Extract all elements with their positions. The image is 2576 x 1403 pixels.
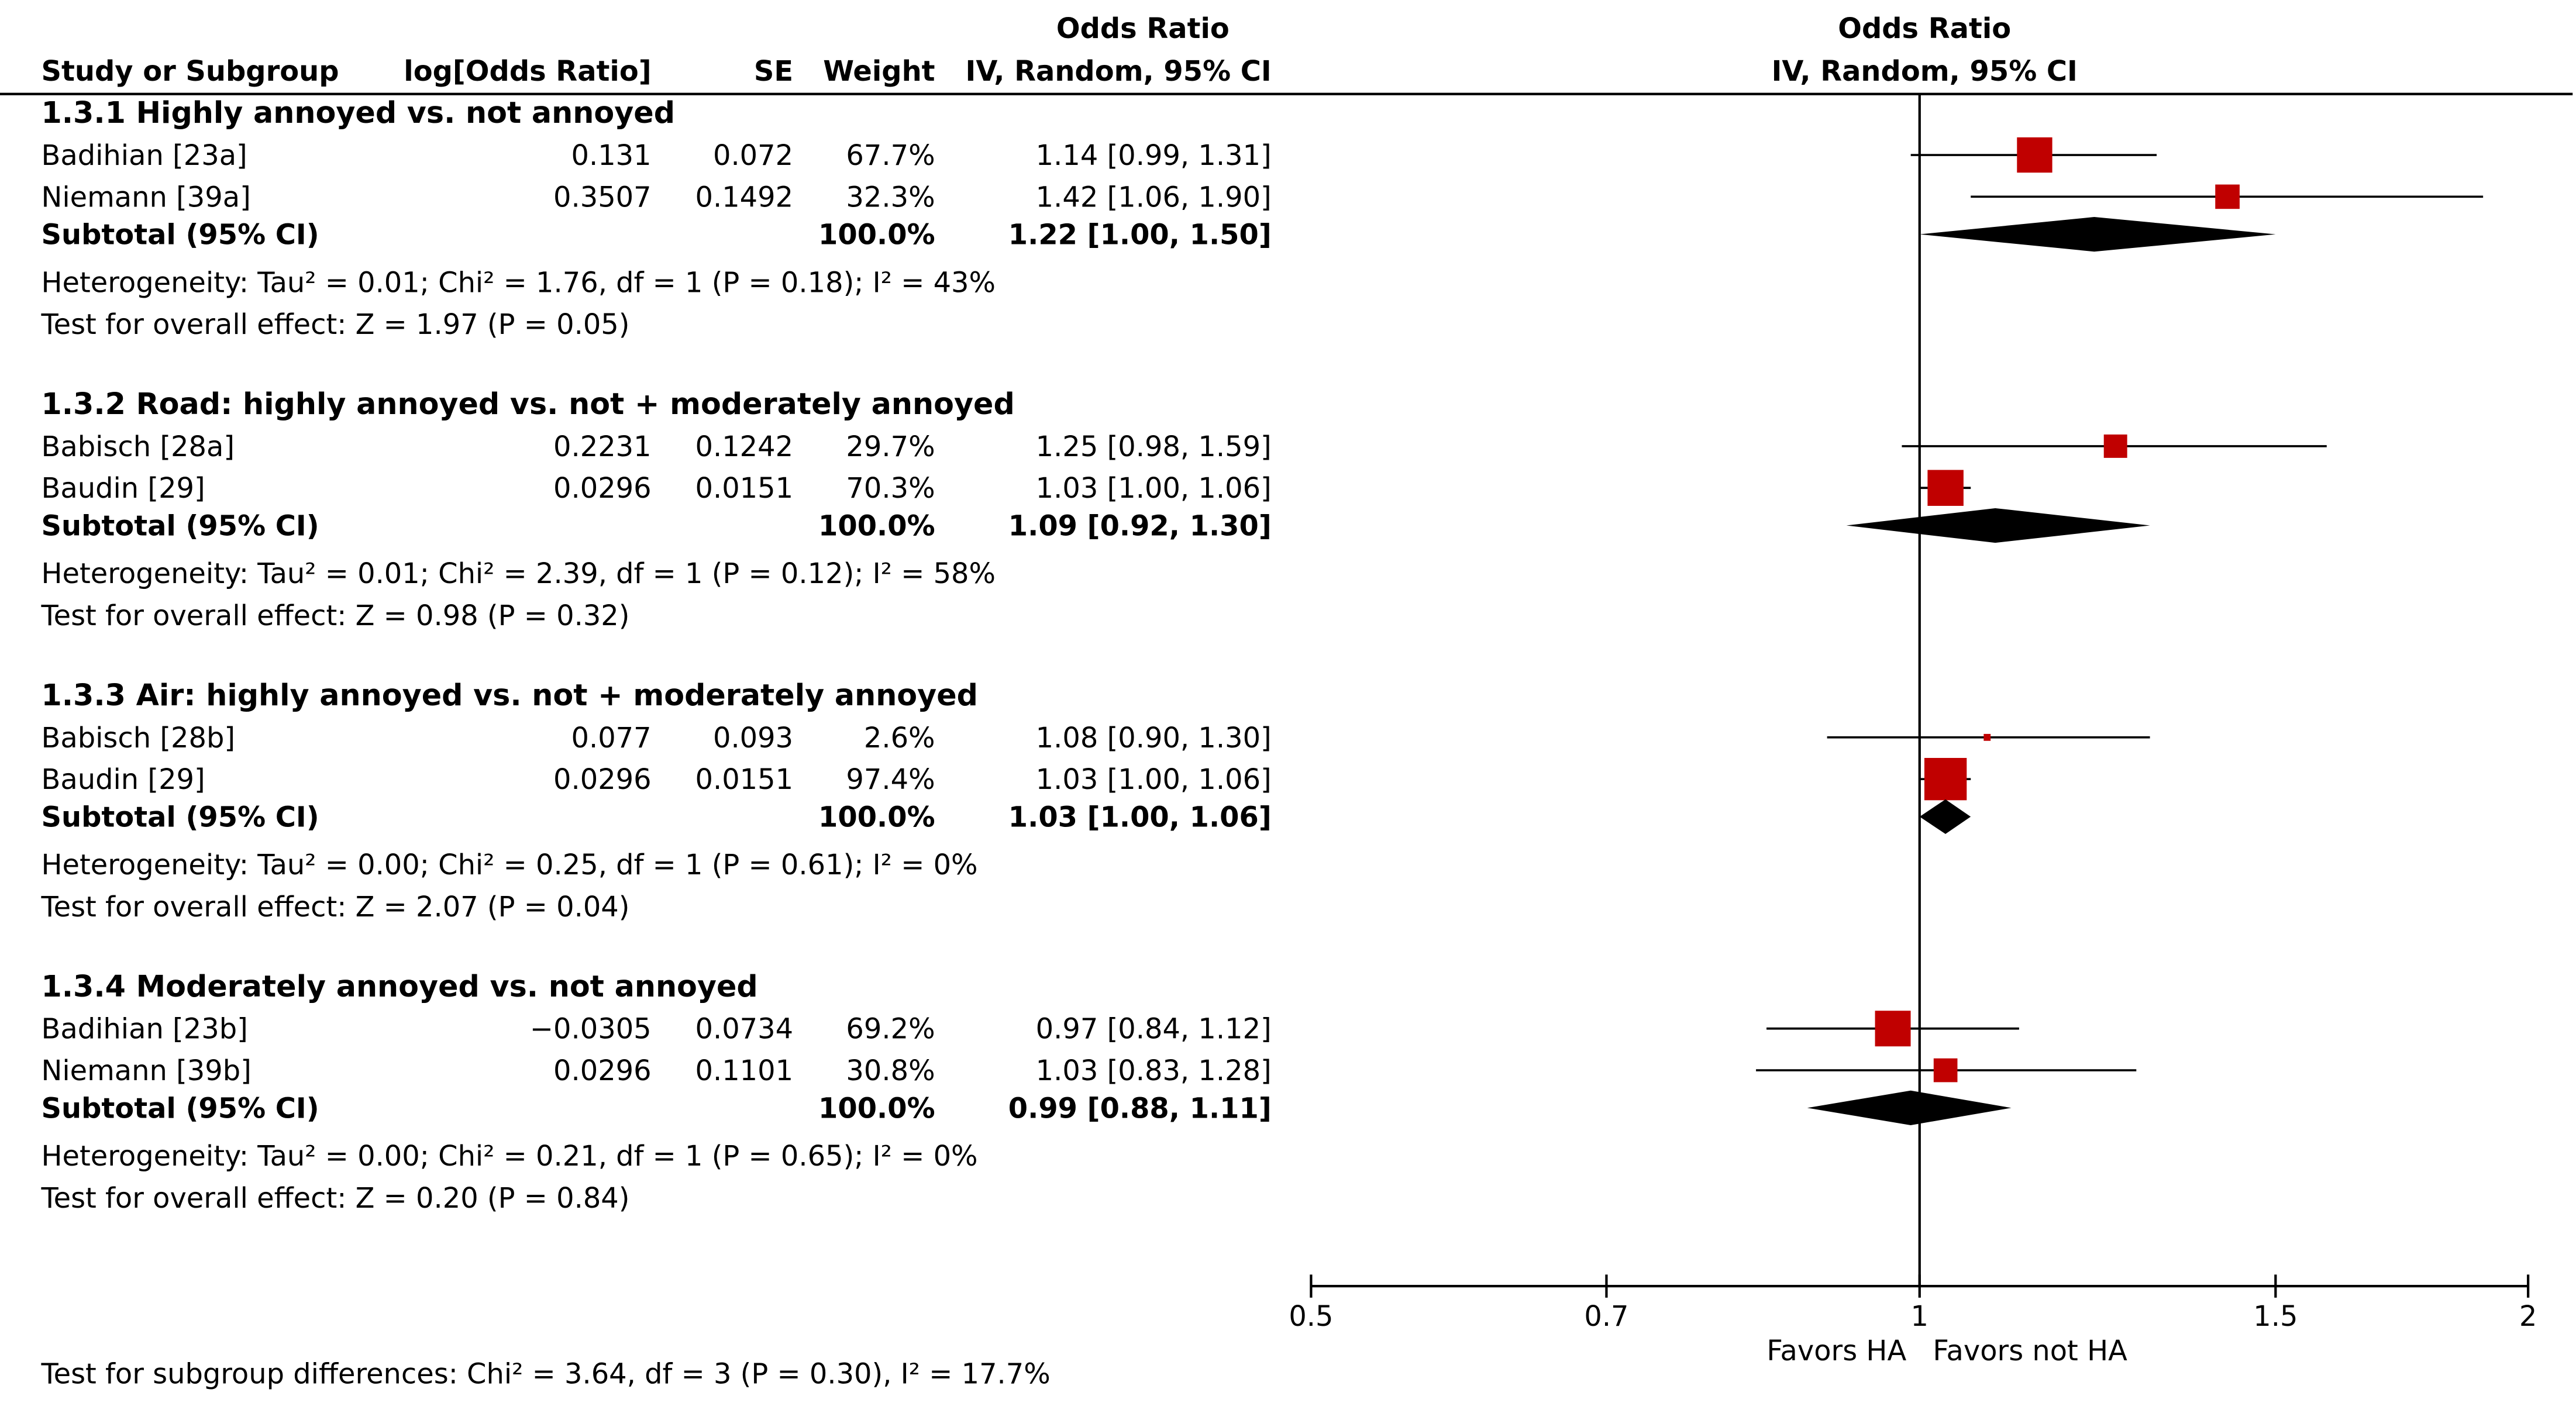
study-se: 0.093 (713, 722, 793, 754)
study-name: Babisch [28b] (41, 722, 235, 754)
heterogeneity-text: Heterogeneity: Tau² = 0.00; Chi² = 0.25,… (41, 849, 977, 881)
study-odds-ratio-ci: 0.97 [0.84, 1.12] (1036, 1014, 1272, 1046)
study-weight: 70.3% (846, 473, 935, 505)
subtotal-odds-ratio-ci: 1.22 [1.00, 1.50] (1008, 219, 1272, 251)
study-se: 0.1101 (695, 1055, 793, 1087)
subtotal-odds-ratio-ci: 1.09 [0.92, 1.30] (1008, 510, 1272, 542)
study-odds-ratio-ci: 1.42 [1.06, 1.90] (1036, 181, 1272, 213)
plot-title: Odds Ratio (1838, 13, 2011, 45)
study-point-estimate (2017, 137, 2052, 173)
study-odds-ratio-ci: 1.14 [0.99, 1.31] (1036, 140, 1272, 172)
odds-ratio-method-header: IV, Random, 95% CI (966, 56, 1272, 88)
study-weight: 2.6% (864, 722, 935, 754)
subtotal-weight: 100.0% (818, 219, 935, 251)
study-odds-ratio-ci: 1.03 [1.00, 1.06] (1036, 764, 1272, 796)
subtotal-odds-ratio-ci: 0.99 [0.88, 1.11] (1008, 1092, 1272, 1125)
plot-method-header: IV, Random, 95% CI (1772, 56, 2078, 88)
heterogeneity-text: Heterogeneity: Tau² = 0.00; Chi² = 0.21,… (41, 1140, 977, 1173)
study-name: Niemann [39a] (41, 181, 250, 213)
subtotal-weight: 100.0% (818, 1092, 935, 1125)
study-se: 0.1242 (695, 431, 793, 463)
study-name: Baudin [29] (41, 473, 205, 505)
study-se: 0.1492 (695, 181, 793, 213)
study-weight: 29.7% (846, 431, 935, 463)
study-logor: 0.0296 (553, 764, 652, 796)
study-se: 0.0151 (695, 764, 793, 796)
subgroup-title: 1.3.1 Highly annoyed vs. not annoyed (41, 95, 675, 130)
study-name: Badihian [23a] (41, 140, 247, 172)
study-point-estimate (1933, 1058, 1958, 1083)
overall-effect-text: Test for overall effect: Z = 2.07 (P = 0… (40, 891, 629, 923)
subtotal-label: Subtotal (95% CI) (41, 801, 319, 833)
subgroup-title: 1.3.3 Air: highly annoyed vs. not + mode… (41, 678, 977, 712)
x-tick-label: 1 (1911, 1301, 1928, 1333)
subtotal-diamond (1846, 508, 2150, 543)
subtotal-weight: 100.0% (818, 801, 935, 833)
subtotal-odds-ratio-ci: 1.03 [1.00, 1.06] (1008, 801, 1272, 833)
study-weight: 69.2% (846, 1014, 935, 1046)
study-point-estimate (1924, 757, 1967, 801)
overall-effect-text: Test for overall effect: Z = 0.20 (P = 0… (40, 1183, 629, 1215)
study-weight: 30.8% (846, 1055, 935, 1087)
subtotal-diamond (1919, 799, 1971, 835)
subtotal-diamond (1807, 1090, 2012, 1125)
x-tick-label: 1.5 (2253, 1301, 2298, 1333)
se-column-header: SE (754, 56, 793, 88)
forest-plot-area: 0.5 0.7 1 1.5 2 Favors HA Favors not HA (1289, 94, 2537, 1367)
study-logor: 0.2231 (553, 431, 652, 463)
odds-ratio-column-title: Odds Ratio (1056, 13, 1230, 45)
study-name: Baudin [29] (41, 764, 205, 796)
study-odds-ratio-ci: 1.25 [0.98, 1.59] (1036, 431, 1272, 463)
study-point-estimate (2103, 434, 2127, 458)
study-column-header: Study or Subgroup (41, 56, 339, 88)
favors-left-label: Favors HA (1766, 1335, 1906, 1367)
favors-right-label: Favors not HA (1933, 1335, 2127, 1367)
subtotal-label: Subtotal (95% CI) (41, 219, 319, 251)
study-name: Niemann [39b] (41, 1055, 251, 1087)
study-logor: 0.3507 (553, 181, 652, 213)
study-logor: 0.077 (571, 722, 652, 754)
x-tick-label: 0.7 (1584, 1301, 1628, 1333)
subgroup-differences-test: Test for subgroup differences: Chi² = 3.… (40, 1358, 1050, 1390)
subgroup-title: 1.3.2 Road: highly annoyed vs. not + mod… (41, 387, 1014, 421)
heterogeneity-text: Heterogeneity: Tau² = 0.01; Chi² = 1.76,… (41, 267, 996, 299)
subtotal-label: Subtotal (95% CI) (41, 510, 319, 542)
study-se: 0.0151 (695, 473, 793, 505)
study-point-estimate (1927, 470, 1964, 506)
study-name: Babisch [28a] (41, 431, 235, 463)
subtotal-weight: 100.0% (818, 510, 935, 542)
overall-effect-text: Test for overall effect: Z = 1.97 (P = 0… (40, 309, 629, 341)
study-se: 0.0734 (695, 1014, 793, 1046)
forest-rows: 1.3.1 Highly annoyed vs. not annoyed Badi… (40, 95, 1271, 1215)
study-point-estimate (2215, 184, 2240, 209)
weight-column-header: Weight (823, 56, 935, 88)
study-logor: 0.0296 (553, 1055, 652, 1087)
logor-column-header: log[Odds Ratio] (404, 56, 651, 88)
x-tick-label: 2 (2519, 1301, 2537, 1333)
x-tick-label: 0.5 (1289, 1301, 1333, 1333)
heterogeneity-text: Heterogeneity: Tau² = 0.01; Chi² = 2.39,… (41, 558, 996, 590)
study-se: 0.072 (713, 140, 793, 172)
study-odds-ratio-ci: 1.08 [0.90, 1.30] (1036, 722, 1272, 754)
study-logor: −0.0305 (530, 1014, 652, 1046)
subtotal-label: Subtotal (95% CI) (41, 1092, 319, 1125)
study-name: Badihian [23b] (41, 1014, 247, 1046)
study-logor: 0.0296 (553, 473, 652, 505)
study-weight: 32.3% (846, 181, 935, 213)
study-point-estimate (1983, 733, 1991, 741)
overall-effect-text: Test for overall effect: Z = 0.98 (P = 0… (40, 600, 629, 632)
subgroup-title: 1.3.4 Moderately annoyed vs. not annoyed (41, 969, 757, 1004)
study-logor: 0.131 (571, 140, 652, 172)
study-point-estimate (1875, 1011, 1911, 1047)
study-odds-ratio-ci: 1.03 [0.83, 1.28] (1036, 1055, 1272, 1087)
study-weight: 67.7% (846, 140, 935, 172)
subtotal-diamond (1919, 217, 2276, 252)
study-weight: 97.4% (846, 764, 935, 796)
study-odds-ratio-ci: 1.03 [1.00, 1.06] (1036, 473, 1272, 505)
